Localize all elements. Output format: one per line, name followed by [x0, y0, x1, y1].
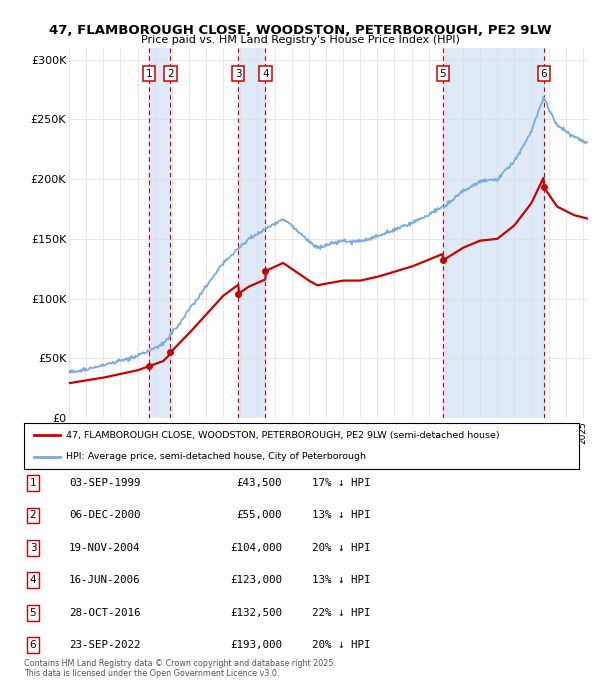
Text: 1: 1: [146, 69, 152, 79]
Text: 13% ↓ HPI: 13% ↓ HPI: [312, 511, 371, 520]
Text: 5: 5: [439, 69, 446, 79]
Text: 6: 6: [541, 69, 547, 79]
Text: 23-SEP-2022: 23-SEP-2022: [69, 640, 140, 649]
Text: £104,000: £104,000: [230, 543, 282, 553]
Text: 17% ↓ HPI: 17% ↓ HPI: [312, 478, 371, 488]
Text: £43,500: £43,500: [236, 478, 282, 488]
Text: Contains HM Land Registry data © Crown copyright and database right 2025.
This d: Contains HM Land Registry data © Crown c…: [24, 658, 336, 678]
Text: £55,000: £55,000: [236, 511, 282, 520]
Text: £123,000: £123,000: [230, 575, 282, 585]
Text: 47, FLAMBOROUGH CLOSE, WOODSTON, PETERBOROUGH, PE2 9LW: 47, FLAMBOROUGH CLOSE, WOODSTON, PETERBO…: [49, 24, 551, 37]
Text: 03-SEP-1999: 03-SEP-1999: [69, 478, 140, 488]
Text: 16-JUN-2006: 16-JUN-2006: [69, 575, 140, 585]
Text: 6: 6: [29, 640, 37, 649]
Text: £193,000: £193,000: [230, 640, 282, 649]
Text: 13% ↓ HPI: 13% ↓ HPI: [312, 575, 371, 585]
Text: £132,500: £132,500: [230, 608, 282, 617]
Text: 2: 2: [167, 69, 174, 79]
Bar: [443, 48, 544, 418]
Text: 3: 3: [29, 543, 37, 553]
Text: 20% ↓ HPI: 20% ↓ HPI: [312, 543, 371, 553]
Bar: [149, 48, 170, 418]
Text: 47, FLAMBOROUGH CLOSE, WOODSTON, PETERBOROUGH, PE2 9LW (semi-detached house): 47, FLAMBOROUGH CLOSE, WOODSTON, PETERBO…: [65, 431, 499, 440]
Bar: [238, 48, 265, 418]
Text: 22% ↓ HPI: 22% ↓ HPI: [312, 608, 371, 617]
Text: 5: 5: [29, 608, 37, 617]
Text: 4: 4: [29, 575, 37, 585]
Text: 28-OCT-2016: 28-OCT-2016: [69, 608, 140, 617]
Text: 2: 2: [29, 511, 37, 520]
Text: 1: 1: [29, 478, 37, 488]
Text: 3: 3: [235, 69, 242, 79]
Text: 4: 4: [262, 69, 269, 79]
Text: 19-NOV-2004: 19-NOV-2004: [69, 543, 140, 553]
Text: 06-DEC-2000: 06-DEC-2000: [69, 511, 140, 520]
Text: HPI: Average price, semi-detached house, City of Peterborough: HPI: Average price, semi-detached house,…: [65, 452, 365, 461]
Text: 20% ↓ HPI: 20% ↓ HPI: [312, 640, 371, 649]
Text: Price paid vs. HM Land Registry's House Price Index (HPI): Price paid vs. HM Land Registry's House …: [140, 35, 460, 46]
